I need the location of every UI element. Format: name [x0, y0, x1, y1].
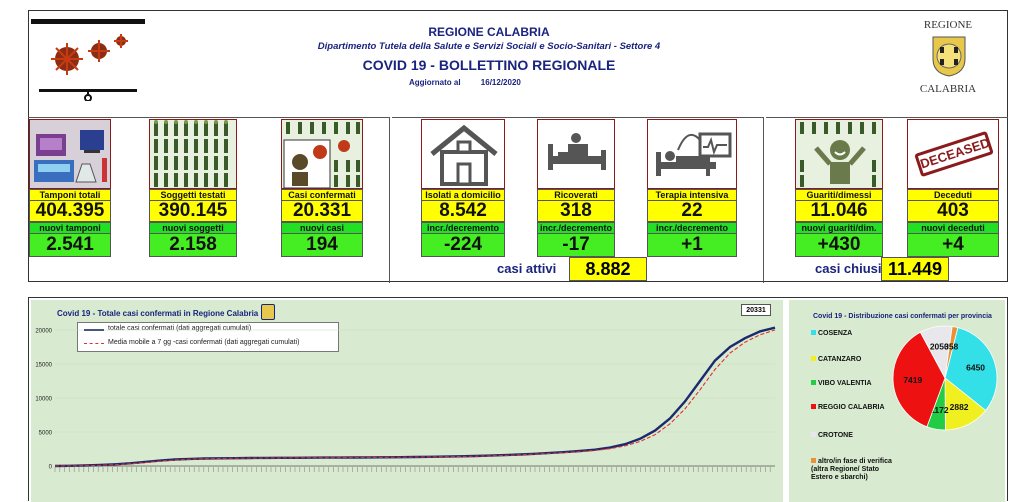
pie-legend-swatch [811, 458, 816, 463]
pie-legend-item: COSENZA [811, 330, 899, 338]
legend-swatch-average [84, 343, 104, 344]
pie-data-label: 358 [944, 341, 958, 351]
icu-bed-icon [647, 119, 737, 189]
pie-chart-area: Covid 19 - Distribuzione casi confermati… [789, 300, 1005, 502]
last-value-box: 20331 [741, 304, 771, 316]
tile-sub-value: 194 [281, 233, 363, 257]
coat-of-arms-icon [932, 36, 966, 77]
tile-sub-value: 2.541 [29, 233, 111, 257]
line-chart-title: Covid 19 - Totale casi confermati in Reg… [57, 309, 259, 318]
pie-legend-label: COSENZA [818, 330, 853, 337]
pie-chart-title: Covid 19 - Distribuzione casi confermati… [813, 313, 992, 320]
logo-bottom-text: CALABRIA [919, 83, 977, 95]
tile-value: 404.395 [29, 200, 111, 222]
people-grid-icon [149, 119, 237, 189]
pie-legend-swatch [811, 330, 816, 335]
tile-sub-value: +430 [795, 233, 883, 257]
tile-sub-value: +4 [907, 233, 999, 257]
deceased-stamp-icon: DECEASED [907, 119, 999, 189]
pie-legend-swatch [811, 432, 816, 437]
pie-slice [944, 327, 998, 411]
lab-equipment-icon [29, 119, 111, 189]
pie-slice [944, 326, 959, 379]
pie-legend-item: VIBO VALENTIA [811, 380, 899, 388]
pie-data-label: 1172 [930, 405, 949, 415]
chart-logo-icon [261, 304, 275, 320]
pie-legend-item: REGGIO CALABRIA [811, 404, 899, 412]
pie-data-label: 6450 [966, 363, 985, 373]
virus-person-icon [281, 119, 363, 189]
tile-value: 8.542 [421, 200, 505, 222]
pie-legend: COSENZA CATANZARO VIBO VALENTIA REGGIO CALA… [811, 330, 901, 500]
department-name: Dipartimento Tutela della Salute e Servi… [317, 41, 661, 52]
active-cases-value: 8.882 [569, 257, 647, 281]
virus-screen-icon [31, 15, 145, 102]
pie-data-label: 7419 [903, 375, 922, 385]
pie-legend-label: VIBO VALENTIA [818, 380, 872, 387]
tile-value: 11.046 [795, 200, 883, 222]
tile-sub-value: 2.158 [149, 233, 237, 257]
pie-legend-swatch [811, 404, 816, 409]
group-box-2 [392, 117, 764, 283]
updated-date: 16/12/2020 [480, 78, 521, 87]
y-tick-label: 15000 [35, 363, 52, 369]
updated-label: Aggiornato al [409, 78, 461, 87]
recovered-person-icon [795, 119, 883, 189]
pie-data-label: 2050 [930, 341, 949, 351]
region-logo: REGIONE CALABRIA [913, 19, 993, 99]
pie-legend-item: CATANZARO [811, 356, 899, 364]
pie-legend-swatch [811, 356, 816, 361]
series-line-average [54, 329, 776, 467]
logo-top-text: REGIONE [923, 19, 973, 31]
pie-legend-label: altro/in fase di verifica (altra Regione… [811, 458, 892, 481]
active-cases-label: casi attivi [497, 261, 557, 276]
update-line: Aggiornato al 16/12/2020 [409, 78, 609, 87]
deceased-stamp-text: DECEASED [914, 130, 994, 178]
y-tick-label: 0 [49, 465, 53, 471]
pie-legend-item: altro/in fase di verifica (altra Regione… [811, 458, 899, 482]
tile-value: 22 [647, 200, 737, 222]
tile-sub-value: +1 [647, 233, 737, 257]
line-chart-area: Covid 19 - Totale casi confermati in Reg… [31, 300, 783, 502]
pie-legend-label: CROTONE [818, 432, 853, 439]
pie-data-label: 2882 [950, 402, 969, 412]
region-name: REGIONE CALABRIA [428, 25, 550, 39]
closed-cases-label: casi chiusi [815, 261, 882, 276]
series-line-total [54, 326, 776, 468]
tile-sub-value: -17 [537, 233, 615, 257]
tile-value: 318 [537, 200, 615, 222]
pie-slice [892, 331, 946, 428]
group-box-3 [766, 117, 1008, 283]
pie-legend-label: CATANZARO [818, 356, 862, 363]
group-box-1 [28, 117, 390, 283]
tile-value: 403 [907, 200, 999, 222]
bulletin-title: COVID 19 - BOLLETTINO REGIONALE [362, 57, 616, 73]
tile-sub-value: -224 [421, 233, 505, 257]
pie-legend-label: REGGIO CALABRIA [818, 404, 885, 411]
pie-legend-item: CROTONE [811, 432, 899, 440]
bulletin-panel: REGIONE CALABRIA Dipartimento Tutela del… [28, 10, 1008, 283]
hospital-bed-icon [537, 119, 615, 189]
tile-label: Deceduti [907, 189, 999, 202]
house-icon [421, 119, 505, 189]
tile-value: 20.331 [281, 200, 363, 222]
charts-panel: Covid 19 - Totale casi confermati in Reg… [28, 297, 1008, 502]
closed-cases-value: 11.449 [881, 257, 949, 281]
y-tick-label: 5000 [39, 431, 53, 437]
y-tick-label: 20000 [35, 329, 52, 335]
line-chart-plot: 0 5000 10000 15000 20000 [35, 326, 776, 472]
y-tick-label: 10000 [35, 397, 52, 403]
pie-legend-swatch [811, 380, 816, 385]
legend-text-average: Media mobile a 7 gg -casi confermati (da… [108, 339, 300, 346]
tile-value: 390.145 [149, 200, 237, 222]
legend-text-total: totale casi confermati (dati aggregati c… [108, 325, 252, 332]
